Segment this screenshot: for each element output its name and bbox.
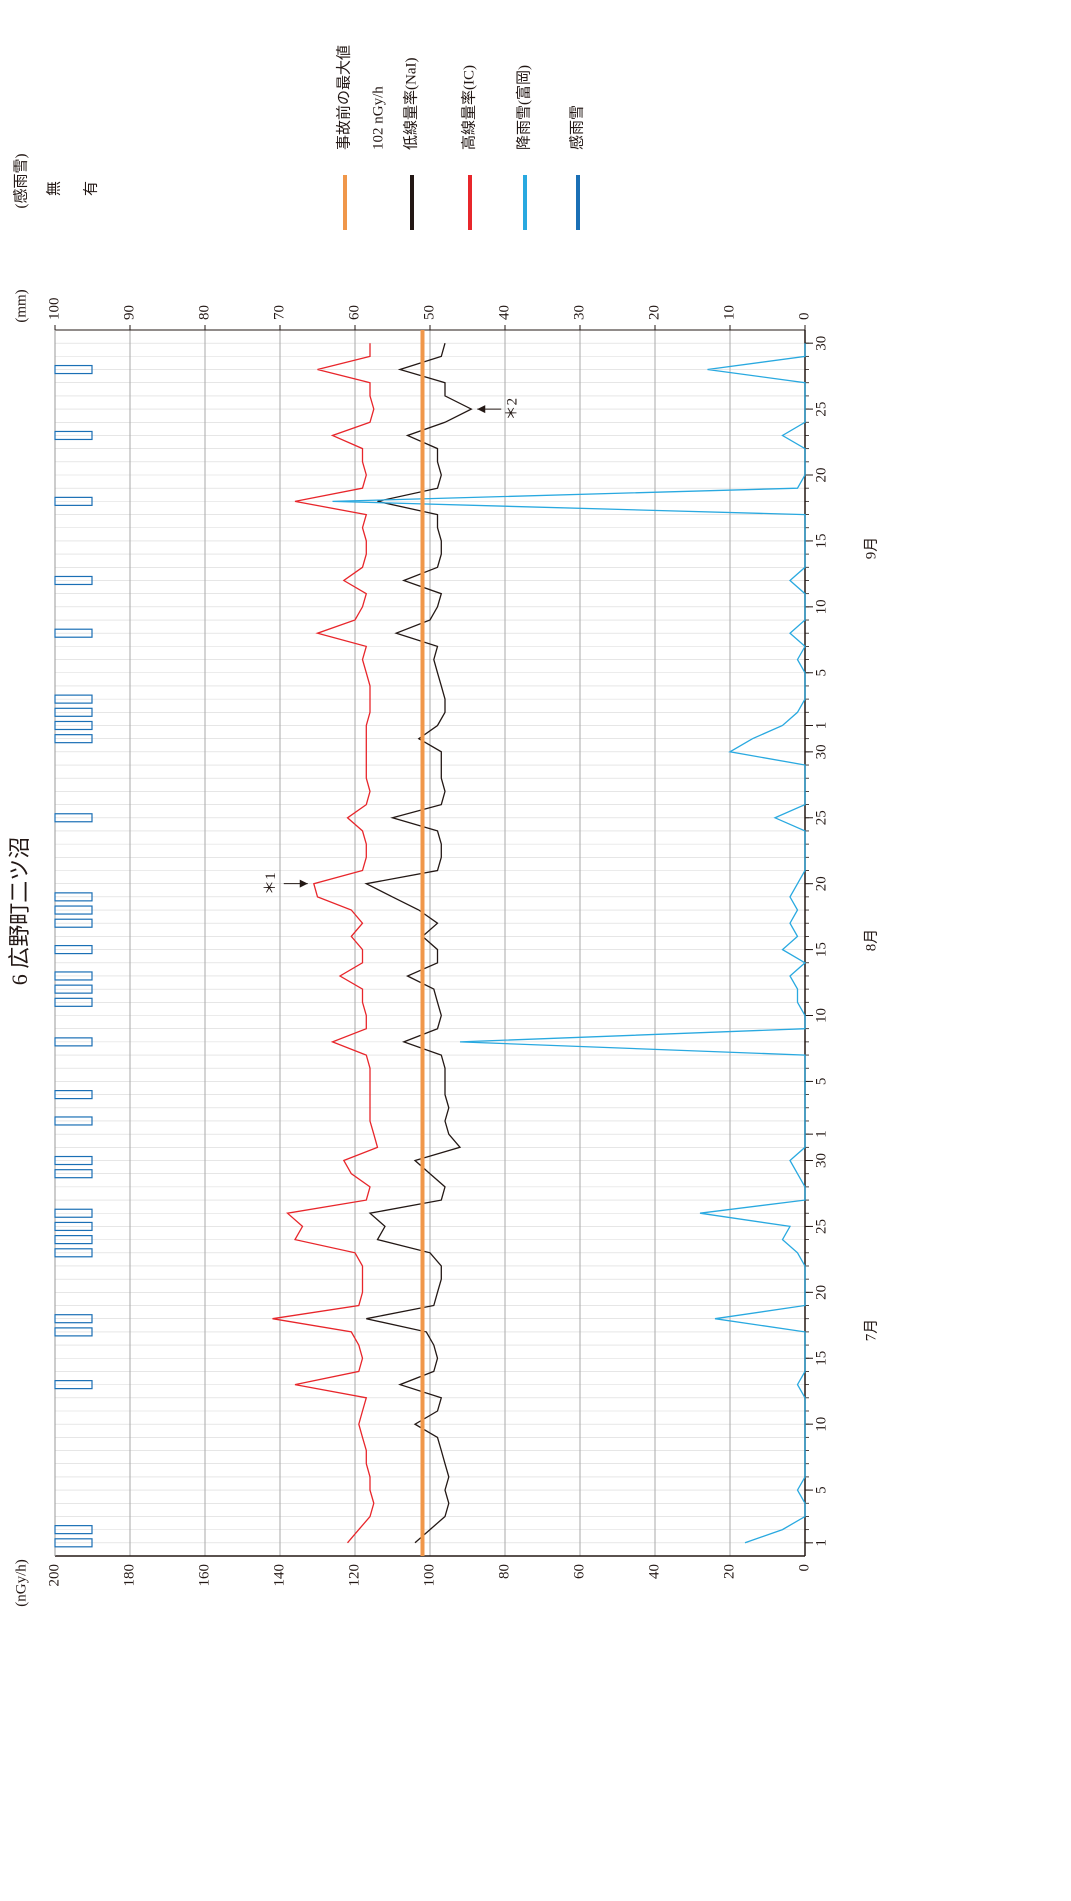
x-tick-label: 5: [813, 669, 829, 677]
y2-axis-label: (mm): [13, 289, 29, 322]
rain-sense-bar: [54, 944, 93, 955]
chart-title: 6 広野町二ツ沼: [7, 837, 32, 986]
y2-tick-label: 70: [271, 305, 287, 320]
legend-label: 降雨雪(富岡): [514, 65, 532, 150]
y-tick-label: 0: [796, 1564, 812, 1572]
rain-sense-bar: [54, 1327, 93, 1337]
y-tick-label: 20: [721, 1564, 737, 1579]
y-tick-label: 160: [196, 1564, 212, 1587]
x-tick-label: 15: [813, 533, 829, 548]
rain-sense-bar: [54, 1169, 93, 1179]
x-tick-label: 30: [813, 1153, 829, 1168]
y-tick-label: 100: [421, 1564, 437, 1587]
y3-axis-label: (感雨雪): [12, 154, 29, 209]
legend-label: 高線量率(IC): [460, 65, 477, 150]
rain-sense-bar: [54, 720, 93, 731]
rain-sense-bar: [54, 364, 93, 375]
rain-sense-bar: [54, 1380, 93, 1390]
rain-sense-bar: [54, 1037, 93, 1047]
x-tick-label: 30: [813, 336, 829, 351]
x-tick-label: 15: [813, 1351, 829, 1366]
y2-tick-label: 30: [571, 305, 587, 320]
rain-sense-bar: [54, 707, 93, 717]
x-tick-label: 1: [813, 1130, 829, 1138]
rain-sense-bar: [54, 1155, 93, 1166]
series-line: [272, 343, 379, 1544]
rain-sense-bar: [54, 1525, 93, 1535]
rain-sense-bar: [54, 971, 93, 981]
month-label: 8月: [863, 929, 879, 952]
y3-tick-label: 無: [45, 181, 62, 196]
y2-tick-label: 60: [346, 305, 362, 320]
x-tick-label: 1: [813, 722, 829, 730]
y-tick-label: 140: [271, 1564, 287, 1587]
rain-sense-bar: [54, 813, 93, 823]
x-tick-label: 25: [813, 402, 829, 417]
rain-sense-bar: [54, 1235, 93, 1245]
x-tick-label: 20: [813, 876, 829, 891]
x-tick-label: 1: [813, 1539, 829, 1547]
y-tick-label: 60: [571, 1564, 587, 1579]
rain-sense-bar: [54, 1116, 93, 1126]
month-label: 9月: [863, 537, 879, 560]
y2-tick-label: 0: [796, 313, 812, 321]
annotation-arrowhead: [477, 405, 486, 414]
month-label: 7月: [863, 1319, 879, 1342]
y2-tick-label: 80: [196, 305, 212, 320]
rain-sense-bar: [54, 997, 93, 1007]
rain-sense-bar: [54, 1208, 93, 1218]
y-tick-label: 80: [496, 1564, 512, 1579]
rain-sense-bar: [54, 984, 93, 994]
legend-label: 事故前の最大値: [335, 45, 352, 150]
legend-label: 感雨雪: [568, 105, 585, 150]
rain-sense-bar: [54, 496, 93, 506]
x-tick-label: 10: [813, 1417, 829, 1432]
annotation-arrowhead: [299, 879, 308, 888]
y-tick-label: 40: [646, 1564, 662, 1579]
rain-sense-bar: [54, 628, 93, 638]
y2-tick-label: 100: [46, 298, 62, 321]
x-tick-label: 15: [813, 942, 829, 957]
y2-tick-label: 40: [496, 305, 512, 320]
x-tick-label: 20: [813, 468, 829, 483]
rain-sense-bar: [54, 430, 93, 441]
x-tick-label: 25: [813, 810, 829, 825]
rain-sense-bar: [54, 1090, 93, 1100]
rotated-chart: 6 広野町二ツ沼 (nGy/h) (mm) (感雨雪) 020406080100…: [7, 45, 879, 1607]
y2-tick-label: 50: [421, 305, 437, 320]
annotation-text: ＊1: [263, 872, 279, 895]
x-tick-label: 10: [813, 1008, 829, 1023]
y2-tick-label: 20: [646, 305, 662, 320]
y-axis-label: (nGy/h): [13, 1559, 29, 1607]
x-tick-label: 25: [813, 1219, 829, 1234]
legend-label: 低線量率(NaI): [402, 58, 419, 150]
rain-sense-bar: [54, 905, 93, 915]
x-tick-label: 5: [813, 1486, 829, 1494]
rain-sense-bar: [54, 694, 93, 704]
x-tick-label: 20: [813, 1285, 829, 1300]
rain-sense-bar: [54, 734, 93, 744]
y-tick-label: 180: [121, 1564, 137, 1587]
rain-sense-bar: [54, 1248, 93, 1258]
y2-tick-label: 90: [121, 305, 137, 320]
legend-label: 102 nGy/h: [370, 86, 386, 150]
rain-sense-bar: [54, 918, 93, 928]
y-tick-label: 120: [346, 1564, 362, 1587]
rain-sense-bar: [54, 1221, 93, 1232]
y3-tick-label: 有: [82, 181, 99, 196]
x-tick-label: 10: [813, 599, 829, 614]
rain-sense-bar: [54, 1314, 93, 1324]
annotation-text: ＊2: [505, 398, 521, 421]
rain-sense-bar: [54, 1538, 93, 1548]
x-tick-label: 5: [813, 1078, 829, 1086]
y2-tick-label: 10: [721, 305, 737, 320]
series-line: [364, 343, 473, 1544]
x-tick-label: 30: [813, 744, 829, 759]
rain-sense-bar: [54, 892, 93, 902]
rain-sense-bar: [54, 575, 93, 586]
y-tick-label: 200: [46, 1564, 62, 1587]
series-line: [332, 343, 807, 1544]
